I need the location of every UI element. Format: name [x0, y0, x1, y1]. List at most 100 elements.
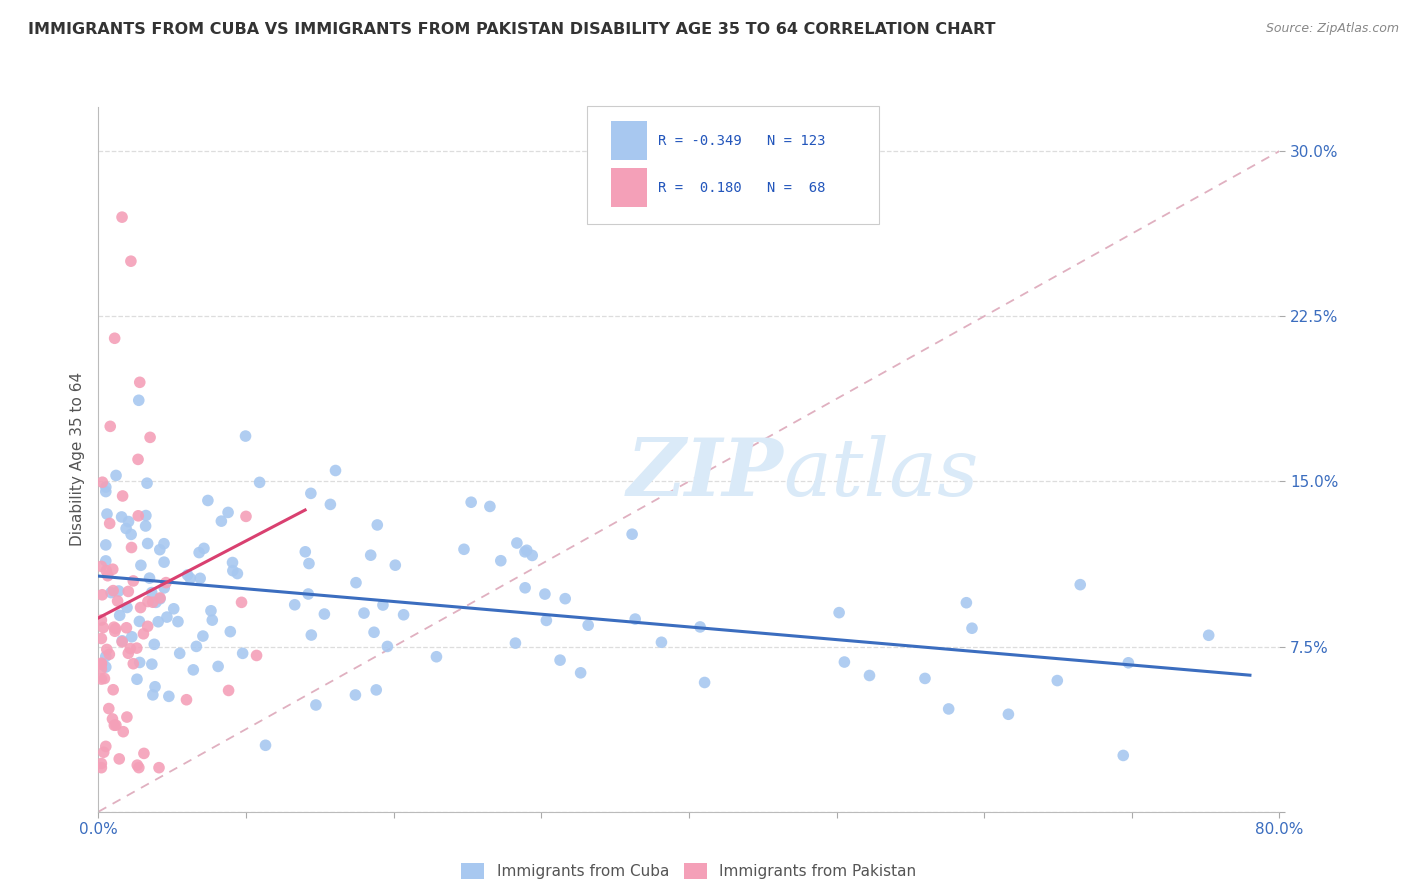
Point — [112, 724, 135, 739]
Point — [294, 545, 316, 559]
Point — [120, 254, 142, 268]
Point — [93, 745, 115, 759]
Point — [128, 393, 150, 408]
Text: IMMIGRANTS FROM CUBA VS IMMIGRANTS FROM PAKISTAN DISABILITY AGE 35 TO 64 CORRELA: IMMIGRANTS FROM CUBA VS IMMIGRANTS FROM … — [28, 22, 995, 37]
Point — [103, 620, 125, 634]
Point — [128, 615, 150, 629]
Point — [138, 571, 160, 585]
Point — [153, 555, 176, 569]
Point — [176, 568, 198, 582]
Point — [108, 752, 131, 766]
Point — [136, 594, 159, 608]
Point — [960, 621, 983, 635]
Point — [90, 657, 112, 672]
Point — [176, 692, 198, 706]
Point — [90, 662, 112, 676]
Point — [94, 538, 117, 552]
Point — [91, 475, 114, 490]
Point — [90, 756, 112, 771]
Point — [127, 452, 149, 467]
Point — [157, 690, 180, 704]
Point — [148, 615, 170, 629]
Point — [219, 624, 242, 639]
Y-axis label: Disability Age 35 to 64: Disability Age 35 to 64 — [69, 372, 84, 547]
Point — [142, 688, 165, 702]
Point — [117, 646, 139, 660]
Point — [120, 641, 142, 656]
Point — [149, 591, 172, 606]
Point — [143, 637, 166, 651]
Point — [1069, 577, 1091, 591]
Point — [94, 554, 117, 568]
Point — [344, 688, 367, 702]
Point — [218, 683, 240, 698]
Point — [96, 564, 118, 578]
Point — [221, 556, 243, 570]
Point — [127, 508, 149, 523]
Point — [139, 430, 162, 444]
Point — [97, 701, 120, 715]
Point — [693, 675, 716, 690]
Point — [201, 613, 224, 627]
Point — [107, 594, 129, 608]
Point — [1046, 673, 1069, 688]
Point — [834, 655, 856, 669]
Point — [1118, 656, 1140, 670]
Point — [325, 463, 347, 477]
Point — [371, 598, 394, 612]
Point — [505, 636, 527, 650]
Point — [97, 568, 120, 582]
Text: ZIP: ZIP — [627, 434, 783, 512]
Point — [319, 497, 342, 511]
Point — [91, 620, 114, 634]
Point — [254, 739, 277, 753]
Point — [143, 680, 166, 694]
Point — [193, 541, 215, 556]
Point — [299, 486, 322, 500]
Point — [145, 595, 167, 609]
Point — [101, 583, 124, 598]
Point — [363, 625, 385, 640]
Point — [377, 640, 399, 654]
Point — [353, 606, 375, 620]
Point — [94, 660, 117, 674]
Point — [1198, 628, 1220, 642]
Point — [191, 629, 214, 643]
Point — [222, 564, 245, 578]
Point — [142, 595, 165, 609]
Point — [136, 536, 159, 550]
Point — [121, 630, 143, 644]
Point — [366, 518, 388, 533]
Point — [96, 507, 118, 521]
Text: Source: ZipAtlas.com: Source: ZipAtlas.com — [1265, 22, 1399, 36]
Point — [200, 604, 222, 618]
Point — [136, 619, 159, 633]
Point — [129, 558, 152, 573]
Point — [121, 541, 143, 555]
Point — [104, 331, 127, 345]
Point — [156, 610, 179, 624]
Point — [1112, 748, 1135, 763]
Point — [360, 548, 382, 562]
Point — [235, 509, 257, 524]
Point — [111, 210, 134, 224]
Point — [167, 615, 190, 629]
Point — [101, 562, 124, 576]
Point — [90, 559, 112, 574]
Point — [98, 419, 121, 434]
Point — [425, 649, 447, 664]
Point — [207, 659, 229, 673]
Point — [90, 761, 112, 775]
Point — [155, 575, 177, 590]
Point — [136, 476, 159, 491]
Point — [115, 710, 138, 724]
Point — [94, 739, 117, 754]
Point — [392, 607, 415, 622]
Point — [536, 614, 558, 628]
Point — [828, 606, 851, 620]
Point — [107, 584, 129, 599]
Point — [506, 536, 529, 550]
Point — [858, 668, 880, 682]
Point — [232, 646, 254, 660]
Point — [249, 475, 271, 490]
